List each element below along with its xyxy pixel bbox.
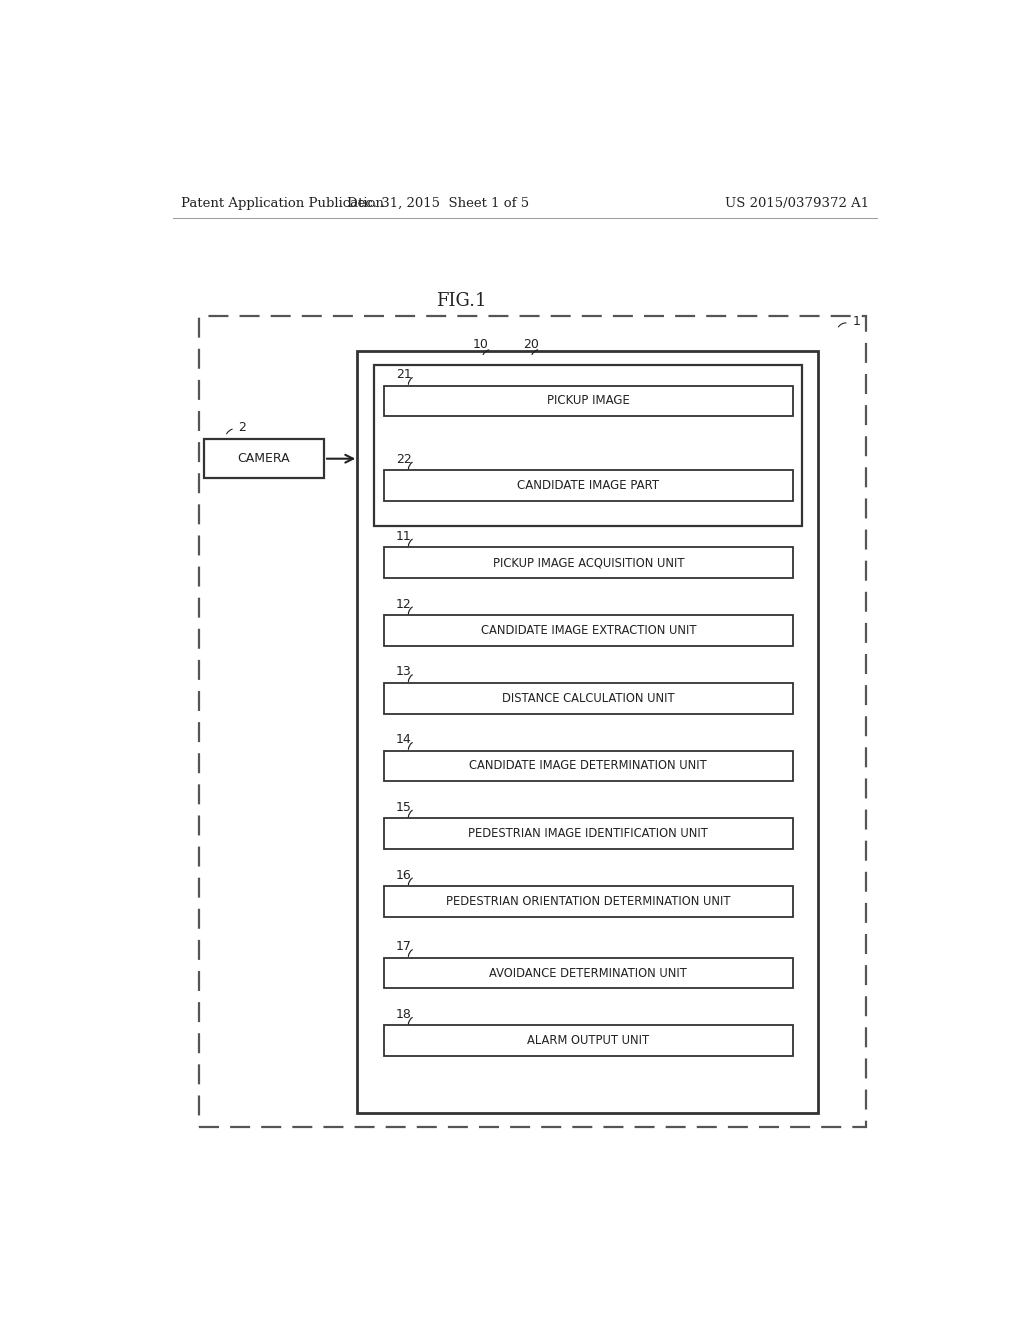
Bar: [375, 364, 802, 527]
Text: 16: 16: [396, 869, 412, 882]
Text: 2: 2: [238, 421, 246, 434]
Bar: [384, 615, 793, 645]
Bar: [384, 385, 793, 416]
Bar: [384, 886, 793, 917]
Text: DISTANCE CALCULATION UNIT: DISTANCE CALCULATION UNIT: [502, 692, 675, 705]
Bar: [384, 1026, 793, 1056]
Text: Dec. 31, 2015  Sheet 1 of 5: Dec. 31, 2015 Sheet 1 of 5: [347, 197, 529, 210]
Text: PEDESTRIAN IMAGE IDENTIFICATION UNIT: PEDESTRIAN IMAGE IDENTIFICATION UNIT: [468, 828, 709, 841]
Text: US 2015/0379372 A1: US 2015/0379372 A1: [725, 197, 869, 210]
Text: 17: 17: [396, 940, 412, 953]
Text: 15: 15: [396, 801, 412, 814]
Text: 22: 22: [396, 453, 412, 466]
Text: 13: 13: [396, 665, 412, 678]
Bar: [384, 818, 793, 849]
Text: PICKUP IMAGE ACQUISITION UNIT: PICKUP IMAGE ACQUISITION UNIT: [493, 556, 684, 569]
Text: Patent Application Publication: Patent Application Publication: [180, 197, 384, 210]
Bar: [384, 751, 793, 781]
Text: PICKUP IMAGE: PICKUP IMAGE: [547, 395, 630, 408]
Text: FIG.1: FIG.1: [436, 292, 486, 310]
Bar: [384, 682, 793, 714]
Text: CANDIDATE IMAGE EXTRACTION UNIT: CANDIDATE IMAGE EXTRACTION UNIT: [480, 624, 696, 638]
Text: 21: 21: [396, 368, 412, 381]
Text: 14: 14: [396, 733, 412, 746]
Text: ALARM OUTPUT UNIT: ALARM OUTPUT UNIT: [527, 1035, 649, 1047]
Text: 1: 1: [853, 315, 860, 329]
Text: CANDIDATE IMAGE DETERMINATION UNIT: CANDIDATE IMAGE DETERMINATION UNIT: [469, 759, 708, 772]
Text: 18: 18: [396, 1008, 412, 1022]
Text: 20: 20: [523, 338, 539, 351]
Bar: [384, 958, 793, 989]
Text: 11: 11: [396, 529, 412, 543]
Text: 12: 12: [396, 598, 412, 611]
Bar: [200, 317, 866, 1127]
Text: 10: 10: [473, 338, 488, 351]
Text: CANDIDATE IMAGE PART: CANDIDATE IMAGE PART: [517, 479, 659, 492]
Text: PEDESTRIAN ORIENTATION DETERMINATION UNIT: PEDESTRIAN ORIENTATION DETERMINATION UNI…: [446, 895, 730, 908]
Bar: [204, 440, 324, 478]
Bar: [384, 548, 793, 578]
Text: CAMERA: CAMERA: [238, 453, 290, 465]
Text: AVOIDANCE DETERMINATION UNIT: AVOIDANCE DETERMINATION UNIT: [489, 966, 687, 979]
Bar: [384, 470, 793, 502]
Bar: [356, 351, 818, 1113]
